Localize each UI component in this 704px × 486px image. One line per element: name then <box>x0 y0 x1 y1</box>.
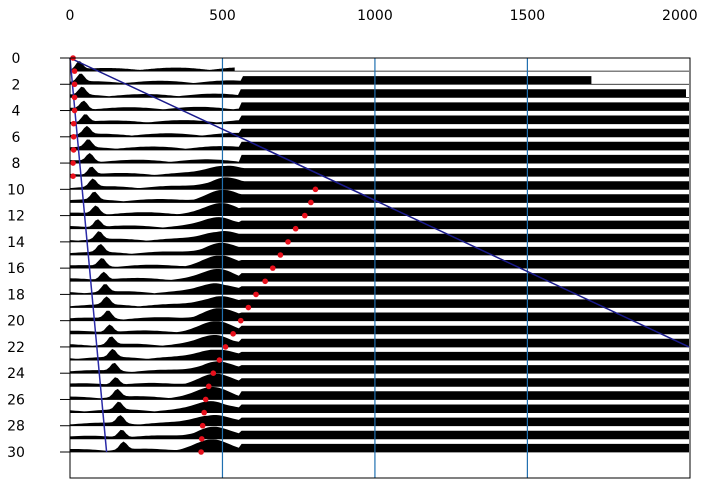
trace-3 <box>70 86 686 98</box>
y-tick-label: 4 <box>12 104 21 120</box>
pick-point <box>70 160 76 166</box>
trace-24 <box>70 361 689 374</box>
pick-point <box>71 107 78 114</box>
trace-26 <box>70 387 689 400</box>
pick-point <box>253 291 259 298</box>
trace-11 <box>70 190 689 203</box>
pick-point <box>216 357 223 363</box>
x-tick-label: 500 <box>209 8 236 24</box>
y-tick-label: 18 <box>7 287 25 303</box>
trace-10 <box>70 177 689 190</box>
y-tick-label: 12 <box>7 209 25 225</box>
pick-point <box>269 265 276 271</box>
pick-point <box>198 436 205 442</box>
trace-25 <box>70 373 689 387</box>
pick-point <box>312 186 319 193</box>
y-tick-label: 22 <box>7 340 25 356</box>
pick-point <box>70 173 76 179</box>
trace-16 <box>70 255 689 269</box>
trace-12 <box>70 203 689 216</box>
traces-layer <box>70 61 689 453</box>
y-tick-label: 0 <box>12 51 21 67</box>
pick-point <box>301 212 308 219</box>
pick-point <box>202 396 209 403</box>
trace-27 <box>70 401 689 413</box>
y-tick-label: 8 <box>12 156 21 172</box>
trace-13 <box>70 217 689 229</box>
moveout-line-1 <box>69 57 690 348</box>
pick-point <box>292 225 299 232</box>
y-tick-label: 30 <box>7 445 25 461</box>
pick-point <box>70 147 77 153</box>
pick-point <box>237 317 244 324</box>
pick-point <box>277 252 284 258</box>
x-tick-label: 1500 <box>510 8 546 24</box>
y-tick-label: 28 <box>7 419 25 435</box>
trace-4 <box>70 100 689 111</box>
pick-point <box>201 409 207 416</box>
y-tick-label: 6 <box>12 130 21 146</box>
trace-6 <box>70 125 689 137</box>
y-tick-label: 10 <box>7 182 25 198</box>
pick-point <box>262 278 268 285</box>
trace-22 <box>70 335 689 347</box>
pick-point <box>230 331 236 337</box>
trace-8 <box>70 153 689 164</box>
x-axis: 0 500 1000 1500 2000 <box>66 8 698 24</box>
y-tick-label: 20 <box>7 314 25 330</box>
trace-5 <box>70 114 689 124</box>
trace-23 <box>70 348 689 361</box>
trace-2 <box>70 73 592 85</box>
pick-point <box>205 383 212 390</box>
trace-18 <box>70 283 689 295</box>
x-tick-label: 2000 <box>662 8 698 24</box>
pick-point <box>70 134 77 140</box>
trace-7 <box>70 139 689 150</box>
pick-point <box>199 422 206 429</box>
trace-1 <box>70 61 235 72</box>
trace-30 <box>70 439 689 452</box>
pick-point <box>71 94 78 101</box>
x-tick-label: 0 <box>66 8 75 24</box>
trace-21 <box>70 321 689 334</box>
trace-9 <box>70 165 689 177</box>
trace-14 <box>70 231 689 242</box>
y-tick-label: 2 <box>12 77 21 93</box>
pick-point <box>71 68 78 74</box>
y-tick-label: 14 <box>7 235 25 251</box>
y-tick-label: 24 <box>7 366 25 382</box>
gridlines <box>221 58 528 478</box>
trace-29 <box>70 426 689 439</box>
x-tick-label: 1000 <box>357 8 393 24</box>
trace-17 <box>70 269 689 282</box>
trace-15 <box>70 242 689 255</box>
pick-point <box>71 81 78 88</box>
trace-20 <box>70 308 689 321</box>
pick-point <box>308 199 314 206</box>
pick-point <box>210 370 217 377</box>
y-tick-label: 16 <box>7 261 25 277</box>
trace-19 <box>70 296 689 308</box>
y-tick-label: 26 <box>7 392 25 408</box>
pick-point <box>222 344 229 350</box>
pick-point <box>70 120 77 127</box>
pick-point <box>245 304 252 311</box>
pick-point <box>285 239 291 245</box>
trace-28 <box>70 415 689 426</box>
pick-point <box>198 449 204 455</box>
pick-markers <box>70 55 319 455</box>
